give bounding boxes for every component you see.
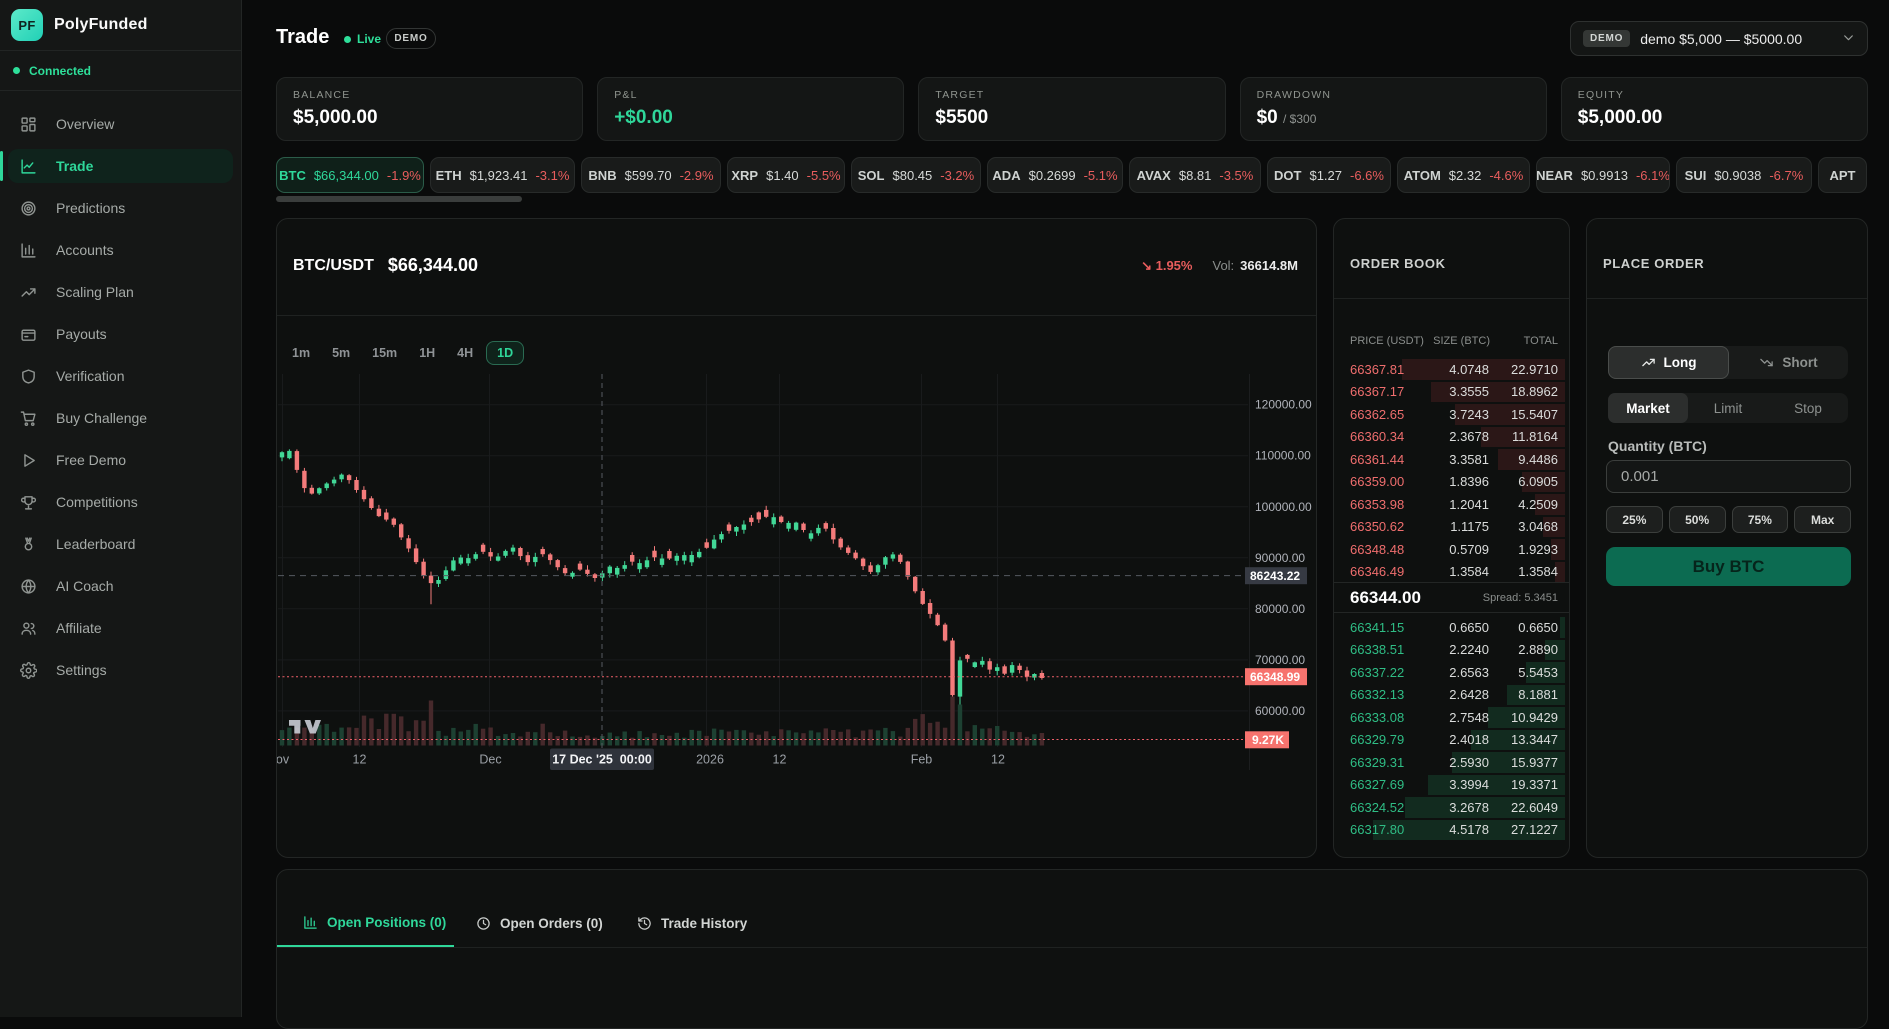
- svg-text:100000.00: 100000.00: [1255, 500, 1312, 514]
- svg-text:70000.00: 70000.00: [1255, 653, 1305, 667]
- svg-text:Nov: Nov: [277, 753, 290, 767]
- svg-text:17 Dec '25 00:00: 17 Dec '25 00:00: [552, 753, 652, 767]
- svg-text:12: 12: [991, 753, 1005, 767]
- svg-text:110000.00: 110000.00: [1255, 449, 1311, 463]
- svg-text:120000.00: 120000.00: [1255, 398, 1312, 412]
- svg-text:86243.22: 86243.22: [1250, 569, 1300, 583]
- svg-text:60000.00: 60000.00: [1255, 704, 1305, 718]
- svg-text:80000.00: 80000.00: [1255, 602, 1305, 616]
- svg-text:90000.00: 90000.00: [1255, 551, 1305, 565]
- svg-text:Feb: Feb: [911, 753, 933, 767]
- svg-text:Dec: Dec: [479, 753, 501, 767]
- svg-text:2026: 2026: [696, 753, 724, 767]
- svg-text:9.27K: 9.27K: [1252, 733, 1284, 747]
- svg-text:12: 12: [773, 753, 787, 767]
- svg-text:66348.99: 66348.99: [1250, 670, 1300, 684]
- svg-text:12: 12: [353, 753, 367, 767]
